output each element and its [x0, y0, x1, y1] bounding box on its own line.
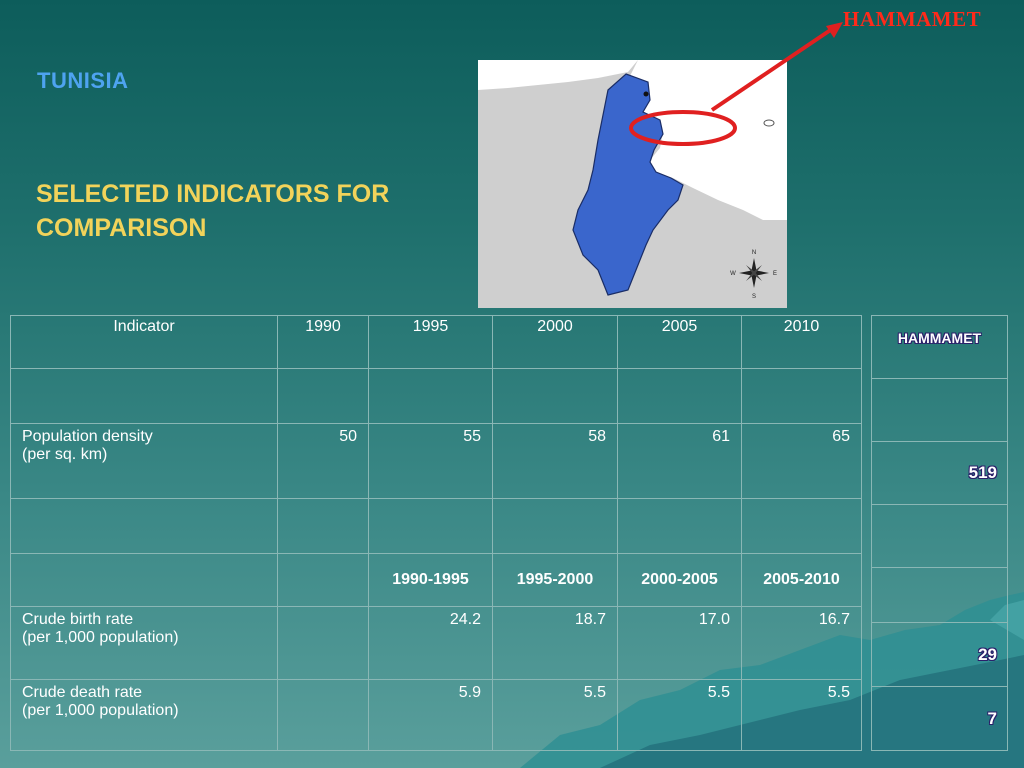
header-year-2010: 2010 [741, 315, 862, 369]
header-year-1990: 1990 [277, 315, 369, 369]
indicators-table: Indicator 1990 1995 2000 2005 2010 Popul… [10, 315, 862, 751]
slide-subtitle: SELECTED INDICATORS FOR COMPARISON [36, 180, 390, 242]
tunis-marker-icon [643, 91, 649, 97]
compass-n: N [752, 250, 756, 256]
hammamet-header-row: HAMMAMET [871, 315, 1008, 379]
table-row [10, 368, 862, 424]
crude-death-rate-unit: (per 1,000 population) [22, 702, 179, 719]
population-density-1990: 50 [277, 423, 369, 499]
crude-birth-rate-1990-1995: 24.2 [368, 606, 493, 680]
hammamet-table: HAMMAMET 519 29 7 [871, 315, 1008, 751]
population-density-2010: 65 [741, 423, 862, 499]
period-2005-2010: 2005-2010 [741, 553, 862, 607]
island-icon [763, 119, 775, 127]
crude-death-rate-1995-2000: 5.5 [492, 679, 618, 751]
compass-rose-icon: N S E W [730, 250, 777, 300]
crude-birth-rate-2005-2010: 16.7 [741, 606, 862, 680]
population-density-2005: 61 [617, 423, 742, 499]
population-density-1995: 55 [368, 423, 493, 499]
table-row [871, 567, 1008, 623]
crude-birth-rate-2000-2005: 17.0 [617, 606, 742, 680]
header-indicator: Indicator [10, 315, 278, 369]
table-row-crude-birth-rate: Crude birth rate (per 1,000 population) 2… [10, 606, 862, 680]
compass-w: W [730, 271, 736, 277]
header-year-2000: 2000 [492, 315, 618, 369]
population-density-unit: (per sq. km) [22, 446, 108, 463]
table-row-crude-death-rate: Crude death rate (per 1,000 population) 5… [10, 679, 862, 751]
period-1990-1995: 1990-1995 [368, 553, 493, 607]
tunisia-country-shape [572, 73, 684, 296]
table-row [10, 498, 862, 554]
crude-death-rate-2005-2010: 5.5 [741, 679, 862, 751]
hammamet-birth-rate-row: 29 [871, 622, 1008, 687]
crude-death-rate-2000-2005: 5.5 [617, 679, 742, 751]
table-row-periods: 1990-1995 1995-2000 2000-2005 2005-2010 [10, 553, 862, 607]
hammamet-callout-label: HAMMAMET [843, 7, 982, 31]
crude-birth-rate-label: Crude birth rate [22, 611, 134, 628]
table-row [871, 378, 1008, 442]
period-2000-2005: 2000-2005 [617, 553, 742, 607]
population-density-2000: 58 [492, 423, 618, 499]
hammamet-highlight-ellipse [629, 110, 737, 146]
population-density-label: Population density [22, 428, 153, 445]
hammamet-crude-birth-rate: 29 [871, 622, 1008, 687]
hammamet-crude-death-rate: 7 [871, 686, 1008, 751]
table-header-row: Indicator 1990 1995 2000 2005 2010 [10, 315, 862, 369]
hammamet-population-density: 519 [871, 441, 1008, 505]
hammamet-death-rate-row: 7 [871, 686, 1008, 751]
population-density-label-cell: Population density (per sq. km) [10, 423, 278, 499]
crude-death-rate-label-cell: Crude death rate (per 1,000 population) [10, 679, 278, 751]
compass-e: E [773, 271, 777, 277]
period-1995-2000: 1995-2000 [492, 553, 618, 607]
tunisia-map: N S E W [478, 60, 787, 308]
compass-s: S [752, 294, 756, 300]
table-row [871, 504, 1008, 568]
crude-birth-rate-1995-2000: 18.7 [492, 606, 618, 680]
table-row-population-density: Population density (per sq. km) 50 55 58 … [10, 423, 862, 499]
hammamet-header: HAMMAMET [871, 315, 1008, 379]
hammamet-population-density-row: 519 [871, 441, 1008, 505]
crude-death-rate-label: Crude death rate [22, 684, 143, 701]
crude-birth-rate-unit: (per 1,000 population) [22, 629, 179, 646]
slide-title: TUNISIA [37, 68, 129, 93]
crude-birth-rate-label-cell: Crude birth rate (per 1,000 population) [10, 606, 278, 680]
map-sea-top-left [478, 60, 638, 90]
header-year-2005: 2005 [617, 315, 742, 369]
crude-death-rate-1990-1995: 5.9 [368, 679, 493, 751]
header-year-1995: 1995 [368, 315, 493, 369]
